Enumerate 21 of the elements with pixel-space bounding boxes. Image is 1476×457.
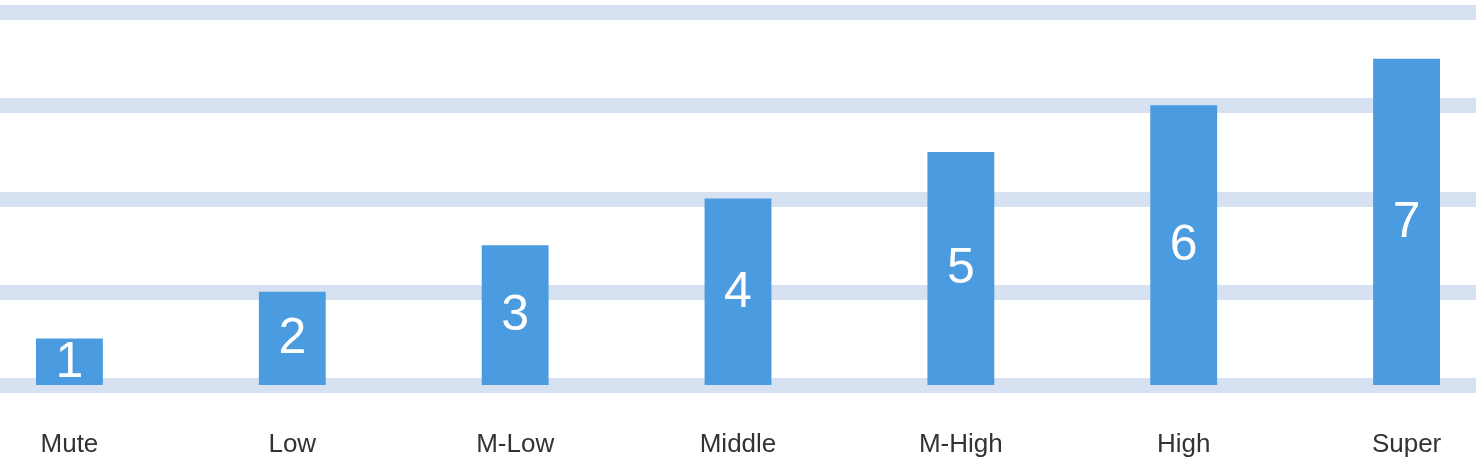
data-label: 6 xyxy=(1169,215,1198,272)
bar xyxy=(704,198,772,385)
x-tick-label: M-High xyxy=(918,427,1003,457)
x-tick-label: Super xyxy=(1371,427,1442,457)
data-label: 4 xyxy=(724,261,752,318)
x-tick-label: Middle xyxy=(699,427,777,457)
x-tick-label: M-Low xyxy=(476,427,555,457)
data-label: 1 xyxy=(55,331,84,388)
x-tick-label: Mute xyxy=(40,427,99,457)
data-label: 7 xyxy=(1392,191,1421,248)
bar xyxy=(1150,105,1218,385)
x-tick-label: Low xyxy=(268,427,317,457)
bar xyxy=(1373,58,1440,385)
bar xyxy=(258,291,326,385)
x-tick-label: High xyxy=(1156,427,1211,457)
bar xyxy=(36,338,103,385)
data-label: 2 xyxy=(278,308,307,365)
bar xyxy=(481,245,549,385)
bar xyxy=(927,151,995,385)
data-label: 5 xyxy=(946,238,975,295)
data-label: 3 xyxy=(501,285,530,342)
